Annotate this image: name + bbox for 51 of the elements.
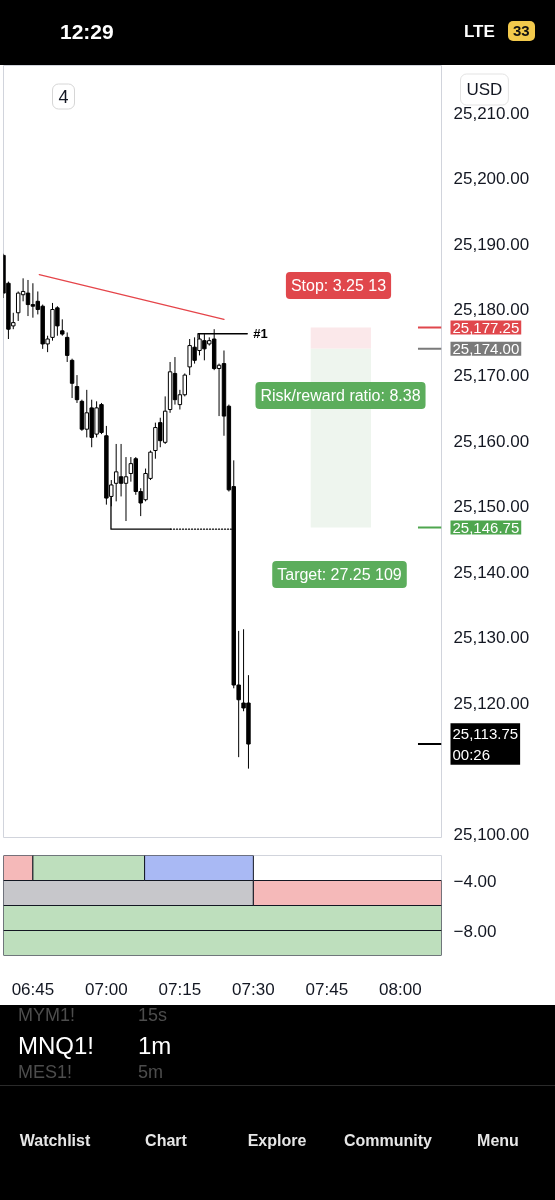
text: Community — [343, 1131, 433, 1151]
x-tick-label: 08:00 — [379, 979, 422, 999]
ref-line-label: 25,174.00 — [452, 339, 520, 357]
y-tick-label: −8.00 — [453, 921, 497, 941]
ref-line-label: 25,146.75 — [452, 518, 520, 536]
annotation: 4 — [58, 87, 69, 107]
text: Watchlist — [18, 1131, 92, 1151]
x-tick-label: 07:15 — [158, 979, 202, 999]
ref-line-label: 25,177.25 — [452, 318, 520, 336]
y-tick-label: 25,150.00 — [453, 497, 530, 517]
annotation: Target: 27.25 109 — [277, 566, 402, 583]
y-tick-label: 25,200.00 — [453, 169, 530, 189]
annotation: Risk/reward ratio: 8.38 — [260, 387, 421, 404]
y-tick-label: 25,160.00 — [453, 431, 530, 451]
text: 1m — [138, 1032, 172, 1061]
y-tick-label: 25,140.00 — [453, 562, 530, 582]
y-tick-label: 25,120.00 — [453, 694, 530, 714]
candlestick — [30, 282, 36, 319]
candlestick — [113, 443, 119, 502]
text: MYM1! — [18, 1005, 76, 1027]
text: 12:29 — [60, 19, 114, 45]
series-label: #1 — [253, 326, 268, 342]
candlestick — [123, 456, 129, 522]
text: USD — [466, 80, 503, 99]
candlestick — [64, 331, 70, 363]
candlestick — [69, 358, 75, 399]
y-tick-label: 25,180.00 — [453, 300, 530, 320]
text: MNQ1! — [18, 1032, 95, 1061]
candlestick — [74, 374, 80, 404]
annotation: Stop: 3.25 13 — [290, 277, 387, 294]
y-tick-label: 25,100.00 — [453, 825, 530, 845]
text: 5m — [138, 1062, 164, 1084]
ref-line-label: 25,113.75 00:26 — [452, 725, 519, 763]
text: Explore — [246, 1131, 308, 1151]
x-tick-label: 07:45 — [305, 979, 349, 999]
text: 33 — [508, 21, 535, 41]
text: Menu — [476, 1131, 520, 1151]
candlestick — [25, 279, 31, 317]
text: LTE — [464, 22, 495, 43]
y-tick-label: −4.00 — [453, 871, 497, 891]
y-tick-label: 25,210.00 — [453, 103, 530, 123]
y-tick-label: 25,190.00 — [453, 234, 530, 254]
y-tick-label: 25,170.00 — [453, 366, 530, 386]
text: 15s — [138, 1005, 168, 1027]
text: Chart — [144, 1131, 188, 1151]
x-tick-label: 07:00 — [85, 979, 128, 999]
y-tick-label: 25,130.00 — [453, 628, 530, 648]
text: MES1! — [18, 1062, 73, 1084]
x-tick-label: 06:45 — [11, 979, 55, 999]
candlestick — [118, 443, 124, 497]
x-tick-label: 07:30 — [232, 979, 275, 999]
